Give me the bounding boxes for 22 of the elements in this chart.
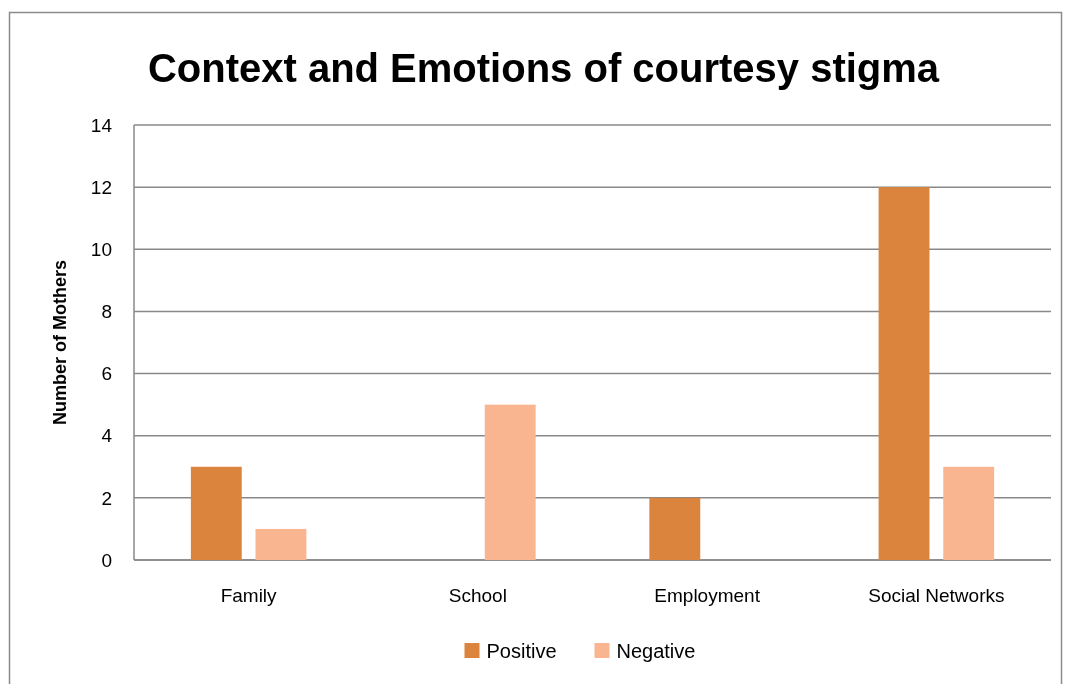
bar [943,466,995,560]
bar [484,404,536,560]
x-tick-label: Social Networks [868,585,1005,606]
x-tick-label: School [448,585,507,606]
bar [190,466,242,560]
y-tick-label: 10 [90,238,112,260]
bar [255,528,307,560]
chart-title: Context and Emotions of courtesy stigma [147,46,940,90]
bar [649,497,701,560]
y-tick-label: 2 [101,487,112,509]
y-tick-label: 14 [90,114,113,136]
y-tick-label: 12 [90,176,112,198]
bar [878,187,930,560]
y-tick-label: 8 [101,301,112,323]
y-tick-label: 0 [101,549,112,571]
y-tick-label: 6 [101,363,112,385]
legend-label: Positive [486,640,557,662]
y-tick-label: 4 [101,425,113,447]
x-tick-label: Family [220,585,278,606]
y-axis-title: Number of Mothers [50,259,70,426]
legend-label: Negative [616,640,696,662]
x-tick-label: Employment [654,585,761,606]
